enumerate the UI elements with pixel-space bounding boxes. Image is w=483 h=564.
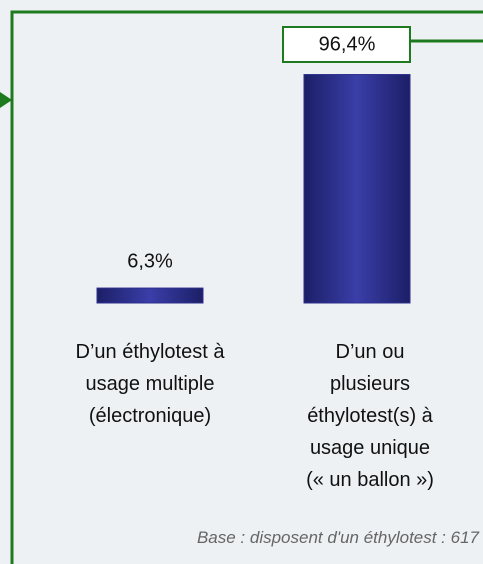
arrow <box>0 92 12 108</box>
value-box <box>282 26 411 63</box>
category-label: D’un ou plusieurs éthylotest(s) à usage … <box>306 341 434 491</box>
value-label: 96,4% <box>319 33 376 55</box>
bar <box>303 74 411 304</box>
bar <box>96 287 204 304</box>
value-label: 6,3% <box>127 250 173 272</box>
category-label: D’un éthylotest à usage multiple (électr… <box>75 341 225 427</box>
footnote: Base : disposent d'un éthylotest : 617 <box>196 528 479 547</box>
